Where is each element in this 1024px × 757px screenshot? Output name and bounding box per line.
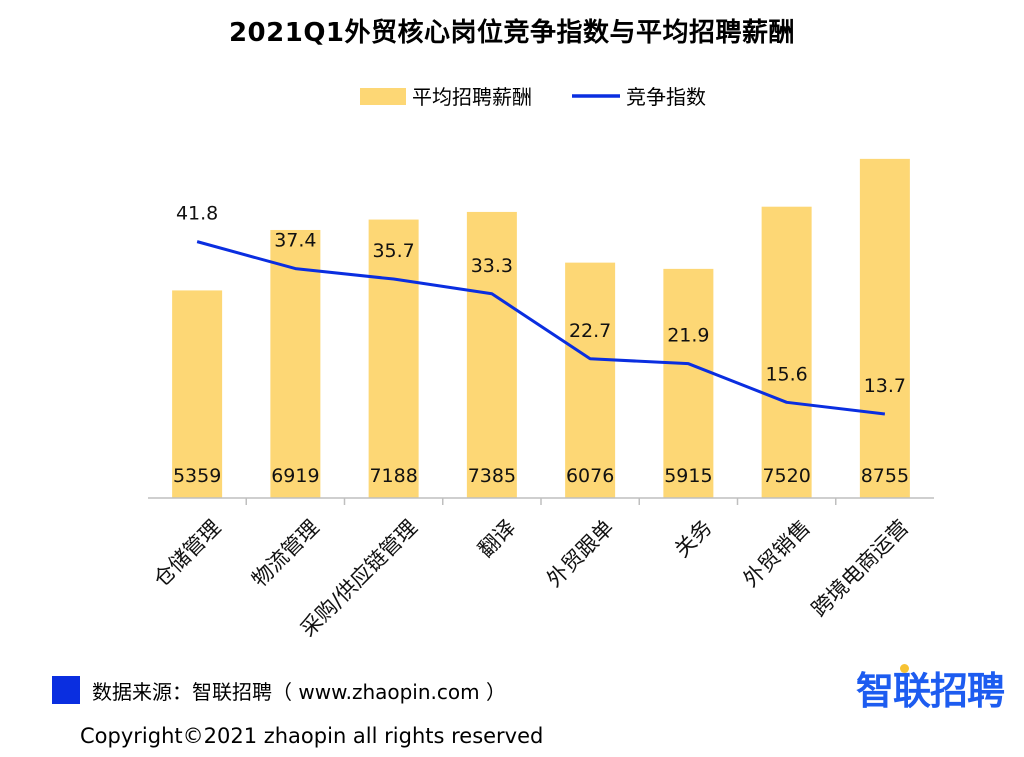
bar-value-label: 7188 [369, 465, 417, 487]
bar-value-labels: 5359 6919 7188 7385 6076 5915 7520 8755 [173, 465, 909, 487]
brand-logo-text: 智联招聘 [855, 669, 1005, 713]
line-value-label: 33.3 [471, 255, 513, 277]
legend-bar-swatch [360, 88, 406, 105]
bars-group [172, 158, 910, 499]
bar-value-label: 6919 [271, 465, 319, 487]
line-value-label: 41.8 [176, 203, 218, 225]
line-value-label: 22.7 [569, 320, 611, 342]
line-value-labels: 41.8 37.4 35.7 33.3 22.7 21.9 15.6 13.7 [176, 203, 906, 397]
category-label: 外贸跟单 [542, 515, 618, 591]
bar-value-label: 5359 [173, 465, 221, 487]
bar-3 [466, 211, 517, 499]
brand-logo-dot [899, 664, 909, 673]
category-label: 跨境电商运营 [807, 515, 913, 621]
bar-value-label: 6076 [566, 465, 614, 487]
competition-index-line [196, 240, 886, 416]
line-value-label: 21.9 [667, 325, 709, 347]
brand-logo: 智联招聘 [855, 660, 1005, 715]
bar-value-label: 5915 [664, 465, 712, 487]
source-note: 数据来源：智联招聘（ www.zhaopin.com ） [52, 676, 506, 704]
bar-1 [270, 229, 321, 498]
source-marker [52, 676, 80, 704]
legend-bar-label: 平均招聘薪酬 [412, 85, 532, 109]
category-label: 关务 [670, 515, 717, 562]
bar-0 [172, 290, 223, 498]
category-label: 仓储管理 [149, 515, 225, 591]
chart-title: 2021Q1外贸核心岗位竞争指数与平均招聘薪酬 [228, 18, 796, 48]
bar-value-label: 7520 [762, 465, 810, 487]
bar-value-label: 7385 [468, 465, 516, 487]
category-label: 物流管理 [247, 515, 323, 591]
line-value-label: 13.7 [864, 375, 906, 397]
line-value-label: 37.4 [274, 230, 316, 252]
line-value-label: 15.6 [765, 363, 807, 385]
bar-value-label: 8755 [861, 465, 909, 487]
bar-6 [761, 206, 812, 498]
line-value-label: 35.7 [372, 240, 414, 262]
copyright-text: Copyright©2021 zhaopin all rights reserv… [80, 724, 544, 748]
bar-7 [859, 158, 910, 498]
bar-4 [565, 262, 616, 498]
legend: 平均招聘薪酬 竞争指数 [360, 85, 706, 109]
bar-5 [663, 268, 714, 498]
legend-line-label: 竞争指数 [626, 85, 706, 109]
source-text: 数据来源：智联招聘（ www.zhaopin.com ） [92, 679, 506, 704]
category-label: 翻译 [473, 515, 520, 562]
bar-2 [368, 219, 419, 499]
category-label: 外贸销售 [739, 515, 815, 591]
x-axis-ticks [245, 498, 837, 505]
